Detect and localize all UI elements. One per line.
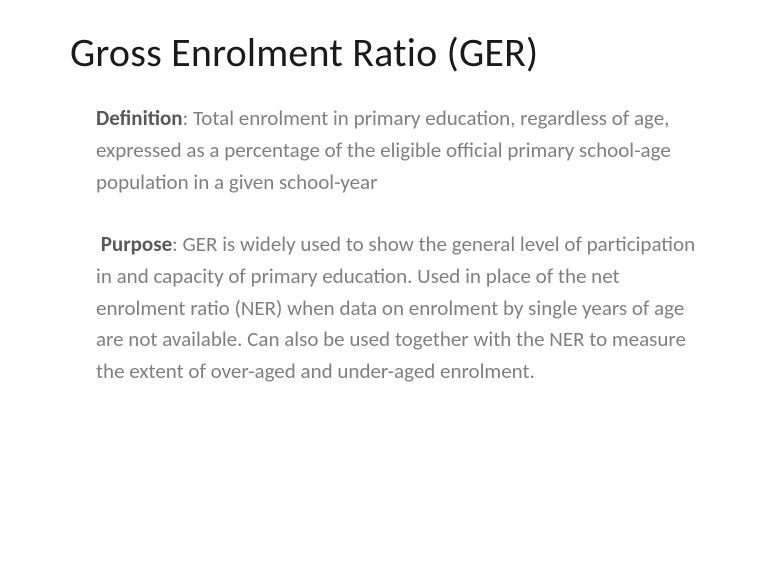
definition-label: Definition (96, 105, 183, 131)
definition-paragraph: Definition: Total enrolment in primary e… (96, 103, 698, 199)
slide-body: Definition: Total enrolment in primary e… (70, 103, 698, 388)
slide: Gross Enrolment Ratio (GER) Definition: … (0, 0, 768, 576)
purpose-label: Purpose (101, 231, 172, 257)
slide-title: Gross Enrolment Ratio (GER) (70, 28, 698, 77)
purpose-text: : GER is widely used to show the general… (96, 231, 695, 385)
definition-text: : Total enrolment in primary education, … (96, 105, 671, 195)
purpose-paragraph: Purpose: GER is widely used to show the … (96, 229, 698, 389)
